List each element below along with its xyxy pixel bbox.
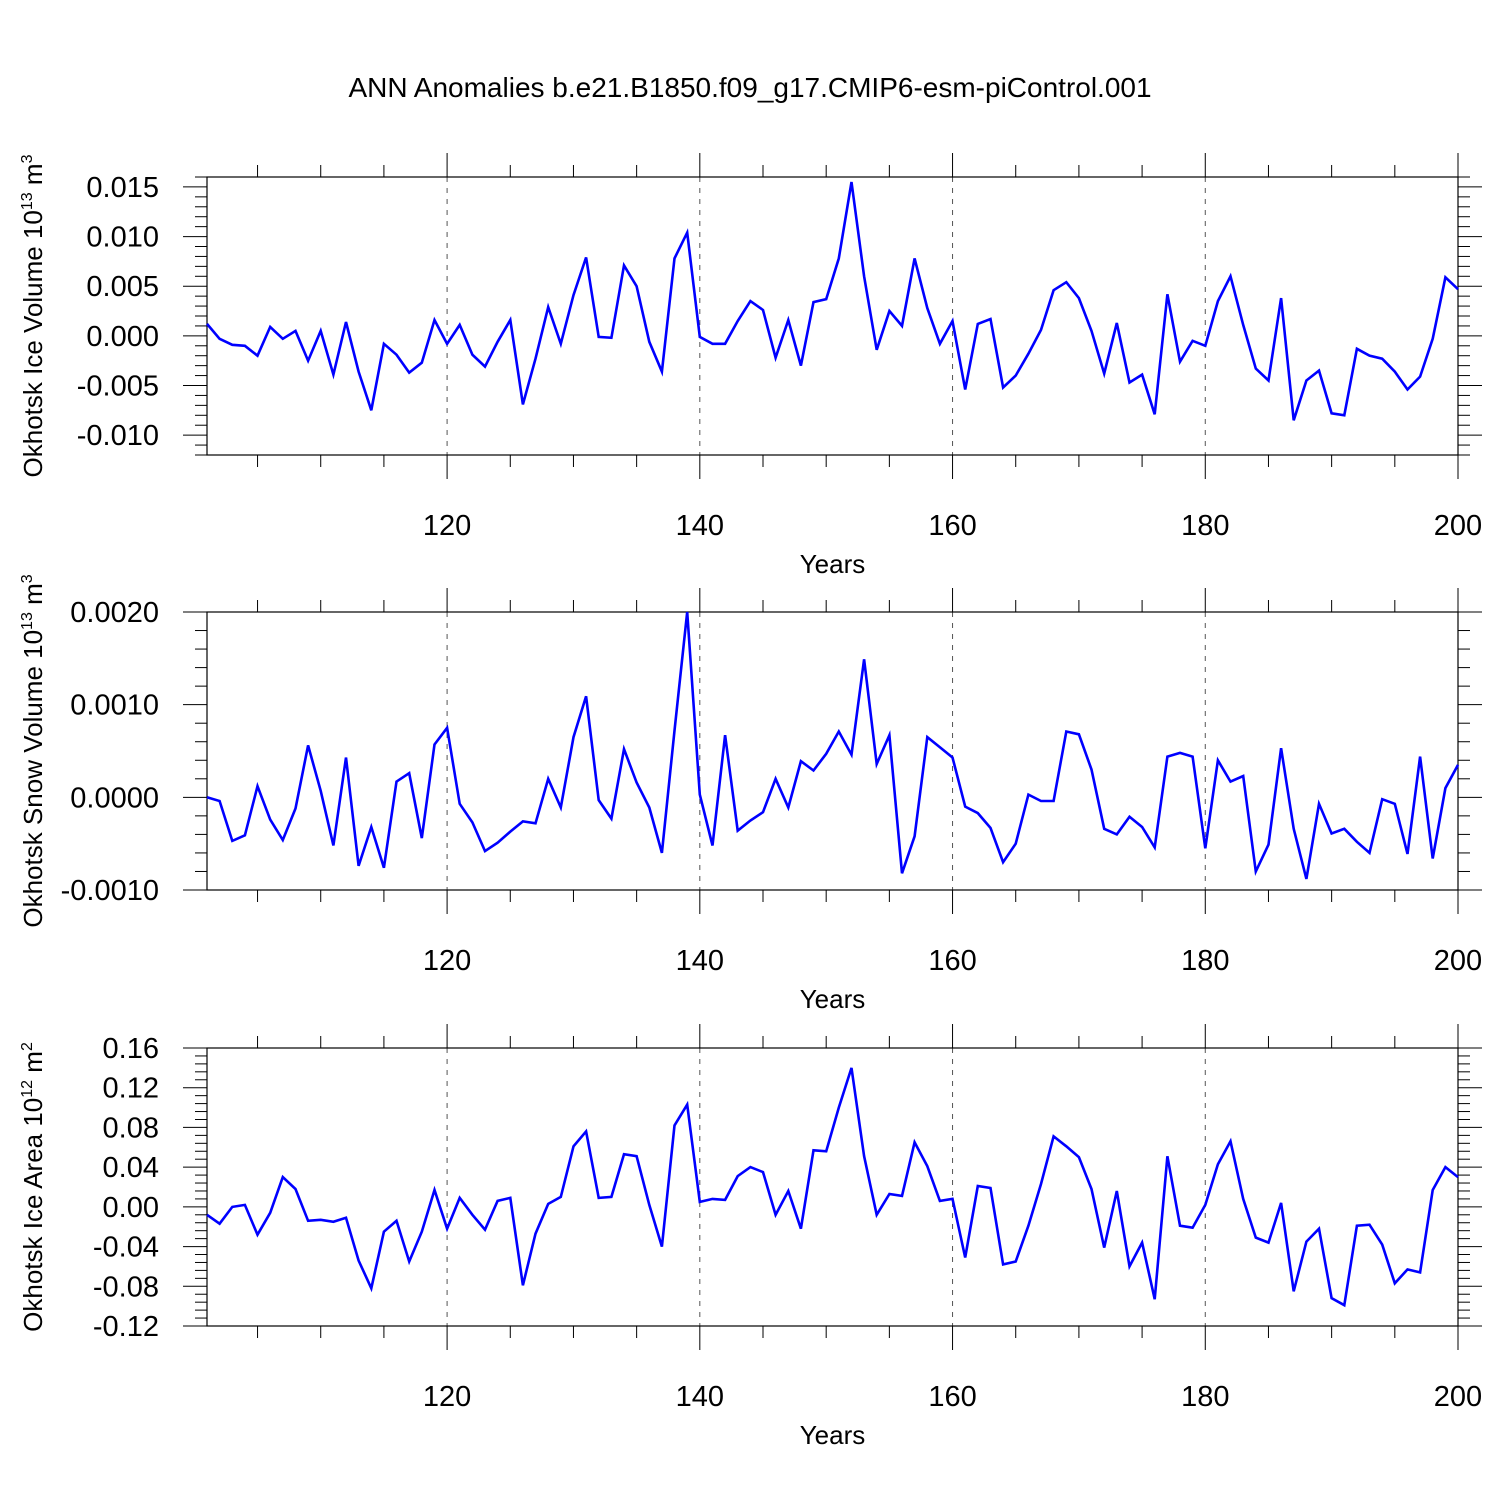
- x-tick-label: 120: [423, 510, 471, 542]
- y-tick-label: 0.08: [103, 1112, 159, 1144]
- x-tick-label: 200: [1434, 510, 1482, 542]
- x-tick-label: 180: [1181, 1381, 1229, 1413]
- x-tick-label: 160: [928, 1381, 976, 1413]
- series-line-0: [206, 611, 1460, 880]
- y-tick-label: 0.04: [103, 1152, 159, 1184]
- plot-frame: [206, 1047, 1459, 1327]
- y-tick-label: -0.010: [77, 420, 159, 452]
- panel-snow-volume: 120 140 160 180 200 -0.0010 0.0000 0.0010 0.0020…: [18, 574, 1482, 1014]
- y-axis-title: Okhotsk Ice Area 1012 m2: [18, 1042, 48, 1332]
- y-tick-label: 0.010: [86, 222, 159, 254]
- y-tick-label: 0.005: [86, 271, 159, 303]
- y-tick-label: 0.000: [86, 321, 159, 353]
- y-tick-label: 0.00: [103, 1192, 159, 1224]
- x-tick-label: 120: [423, 1381, 471, 1413]
- y-tick-label: 0.0020: [70, 597, 159, 629]
- x-axis-title: Years: [800, 549, 866, 579]
- y-tick-label: -0.005: [77, 371, 159, 403]
- plot-frame: [206, 611, 1459, 891]
- series-line-0: [206, 1067, 1459, 1308]
- panel-ice-volume: 120 140 160 180 200 -0.010 -0.005 0.000 0.005 0.0…: [18, 153, 1482, 579]
- y-tick-label: 0.0000: [70, 782, 159, 814]
- chart-title: ANN Anomalies b.e21.B1850.f09_g17.CMIP6-…: [348, 72, 1152, 103]
- y-tick-label: -0.04: [93, 1232, 159, 1264]
- y-tick-label: -0.0010: [61, 875, 159, 907]
- y-tick-label: 0.0010: [70, 690, 159, 722]
- y-axis-title: Okhotsk Snow Volume 1013 m3: [18, 574, 48, 927]
- x-axis-title: Years: [800, 1420, 866, 1450]
- x-tick-label: 180: [1181, 510, 1229, 542]
- x-axis-title: Years: [800, 984, 866, 1014]
- y-tick-label: -0.12: [93, 1311, 159, 1343]
- x-tick-label: 180: [1181, 945, 1229, 977]
- series-line-0: [206, 181, 1459, 421]
- y-axis-title: Okhotsk Ice Volume 1013 m3: [18, 154, 48, 477]
- x-tick-label: 140: [676, 510, 724, 542]
- y-tick-label: 0.015: [86, 172, 159, 204]
- x-tick-label: 200: [1434, 945, 1482, 977]
- x-tick-label: 160: [928, 510, 976, 542]
- x-tick-label: 140: [676, 945, 724, 977]
- x-tick-label: 120: [423, 945, 471, 977]
- x-tick-label: 140: [676, 1381, 724, 1413]
- y-tick-label: -0.08: [93, 1271, 159, 1303]
- x-tick-label: 160: [928, 945, 976, 977]
- y-tick-label: 0.12: [103, 1073, 159, 1105]
- panel-ice-area: 120 140 160 180 200 -0.12 -0.08 -0.04 0.00 0.04 0.…: [18, 1024, 1482, 1450]
- y-tick-label: 0.16: [103, 1033, 159, 1065]
- plot-frame: [206, 176, 1459, 456]
- x-tick-label: 200: [1434, 1381, 1482, 1413]
